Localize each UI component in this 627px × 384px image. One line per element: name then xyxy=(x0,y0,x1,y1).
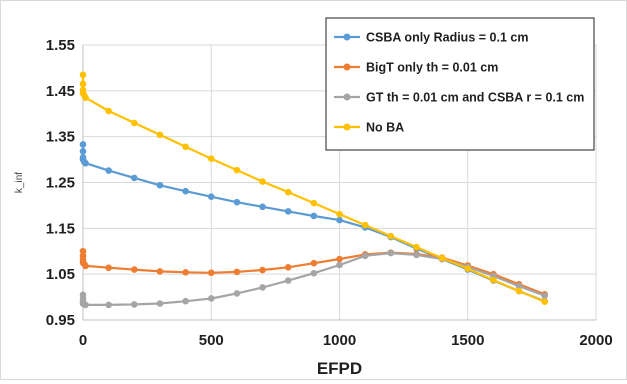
series-line xyxy=(81,144,546,303)
data-point xyxy=(105,167,112,174)
legend-label: BigT only th = 0.01 cm xyxy=(366,61,498,75)
series-lines xyxy=(79,71,548,309)
data-point xyxy=(259,178,266,185)
data-point xyxy=(131,174,138,182)
legend-item: BigT only th = 0.01 cm xyxy=(334,61,498,75)
legend-swatch-marker xyxy=(343,33,351,41)
legend-item: GT th = 0.01 cm and CSBA r = 0.1 cm xyxy=(334,91,584,105)
data-point xyxy=(490,276,497,284)
data-point xyxy=(182,297,189,305)
y-tick-label: 1.45 xyxy=(46,83,75,100)
data-point xyxy=(259,266,266,274)
data-point xyxy=(336,255,343,263)
data-point xyxy=(310,199,318,207)
data-point xyxy=(182,187,189,195)
series-4 xyxy=(79,71,548,305)
data-point xyxy=(79,247,87,255)
data-point xyxy=(284,208,292,215)
legend-label: No BA xyxy=(366,121,404,135)
data-point xyxy=(105,107,112,115)
data-point xyxy=(82,262,89,270)
data-point xyxy=(105,264,112,272)
data-point xyxy=(413,251,420,259)
x-tick-label: 500 xyxy=(199,332,224,349)
data-point xyxy=(79,148,87,155)
legend-item: No BA xyxy=(334,121,404,135)
x-tick-label: 0 xyxy=(79,332,87,349)
data-point xyxy=(82,159,89,167)
data-point xyxy=(207,295,215,302)
legend-box xyxy=(325,17,595,151)
data-point xyxy=(156,268,164,275)
data-point xyxy=(361,252,369,260)
data-point xyxy=(515,287,523,295)
data-point xyxy=(82,301,89,309)
data-point xyxy=(336,216,343,224)
data-point xyxy=(541,292,548,300)
data-point xyxy=(515,282,523,290)
tick-labels: 0.95 1.05 1.15 1.25 1.35 1.45 1.55 0 500 1000 1500… xyxy=(46,37,613,349)
data-point xyxy=(541,298,548,305)
data-point xyxy=(336,210,343,218)
legend-item: CSBA only Radius = 0.1 cm xyxy=(334,31,528,45)
data-point xyxy=(233,166,241,174)
legend-swatch-marker xyxy=(343,123,351,131)
data-point xyxy=(438,254,446,262)
y-tick-label: 1.25 xyxy=(46,175,75,192)
data-point xyxy=(284,277,292,284)
y-tick-label: 1.55 xyxy=(46,37,75,54)
y-axis-title: k_inf xyxy=(14,172,25,193)
y-tick-label: 0.95 xyxy=(46,312,75,329)
legend: CSBA only Radius = 0.1 cm BigT only th = … xyxy=(325,17,595,151)
data-point xyxy=(79,141,87,148)
data-point xyxy=(310,212,318,220)
data-point xyxy=(233,268,241,276)
data-point xyxy=(233,198,241,206)
data-point xyxy=(105,301,112,309)
data-point xyxy=(79,80,87,88)
data-point xyxy=(259,203,266,211)
data-point xyxy=(207,269,215,277)
legend-swatch-marker xyxy=(343,93,351,101)
data-point xyxy=(207,193,215,201)
data-point xyxy=(182,269,189,276)
data-point xyxy=(131,266,138,273)
y-tick-label: 1.05 xyxy=(46,266,75,283)
data-point xyxy=(387,232,395,240)
data-point xyxy=(387,249,395,257)
data-point xyxy=(156,181,164,189)
data-point xyxy=(413,243,420,251)
x-axis-title: EFPD xyxy=(317,359,362,378)
series-3 xyxy=(79,249,548,309)
data-point xyxy=(361,221,369,229)
data-point xyxy=(156,300,164,307)
x-tick-label: 1500 xyxy=(451,332,484,349)
data-point xyxy=(156,131,164,139)
data-point xyxy=(310,269,318,277)
data-point xyxy=(284,263,292,271)
series-1 xyxy=(79,141,548,305)
data-point xyxy=(310,259,318,267)
legend-label: GT th = 0.01 cm and CSBA r = 0.1 cm xyxy=(366,91,584,105)
data-point xyxy=(207,155,215,162)
legend-label: CSBA only Radius = 0.1 cm xyxy=(366,31,528,45)
data-point xyxy=(336,261,343,269)
data-point xyxy=(464,265,472,272)
legend-swatch-marker xyxy=(343,63,351,71)
data-point xyxy=(233,290,241,297)
x-tick-label: 1000 xyxy=(323,332,356,349)
data-point xyxy=(131,301,138,308)
y-tick-label: 1.15 xyxy=(46,220,75,237)
data-point xyxy=(82,94,89,102)
data-point xyxy=(182,143,189,151)
x-tick-label: 2000 xyxy=(579,332,612,349)
data-point xyxy=(131,119,138,127)
data-point xyxy=(284,188,292,196)
data-point xyxy=(259,284,266,291)
y-tick-label: 1.35 xyxy=(46,129,75,146)
data-point xyxy=(79,71,87,79)
